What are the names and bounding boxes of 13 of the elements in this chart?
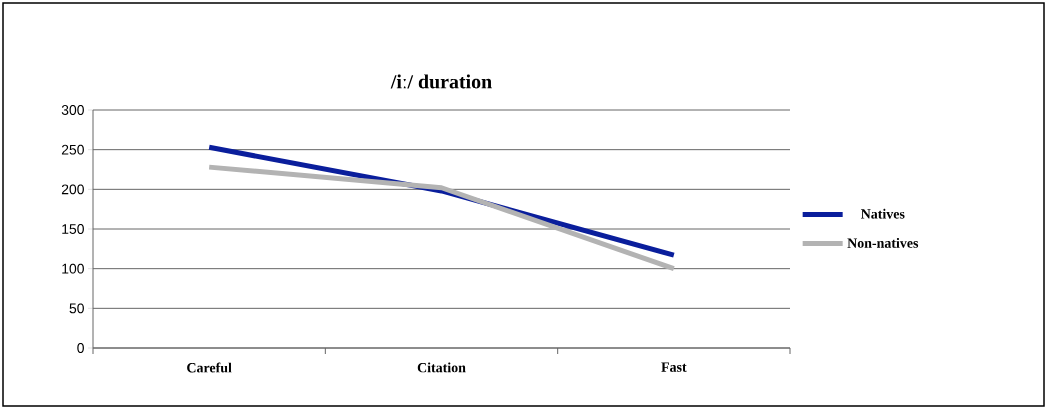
- y-tick-label: 300: [61, 105, 84, 115]
- legend-label: Non-natives: [847, 237, 919, 248]
- x-tick-label: Citation: [417, 362, 466, 373]
- chart-title: /iː/ duration: [390, 74, 492, 89]
- y-tick-label: 200: [61, 184, 84, 195]
- y-tick-label: 150: [62, 224, 84, 234]
- legend-label: Natives: [860, 208, 905, 219]
- y-tick-label: 0: [77, 343, 84, 353]
- y-tick-label: 50: [69, 303, 84, 314]
- x-tick-label: Fast: [661, 362, 687, 372]
- y-tick-label: 100: [62, 263, 84, 274]
- y-tick-label: 250: [61, 144, 84, 155]
- x-tick-label: Careful: [187, 362, 232, 373]
